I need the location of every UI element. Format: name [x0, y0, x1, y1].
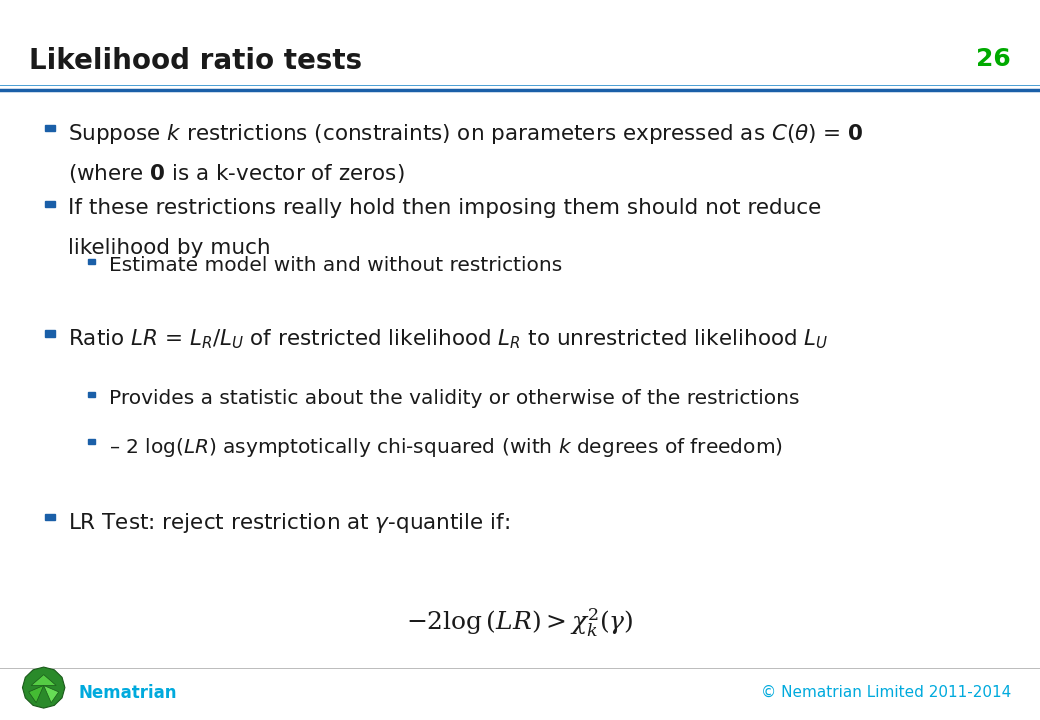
- Text: Suppose $k$ restrictions (constraints) on parameters expressed as $C(\theta)$ = : Suppose $k$ restrictions (constraints) o…: [68, 122, 863, 146]
- FancyBboxPatch shape: [46, 125, 55, 131]
- Text: Likelihood ratio tests: Likelihood ratio tests: [29, 47, 362, 75]
- Text: $-2\log\left(LR\right) > \chi^2_k\left(\gamma\right)$: $-2\log\left(LR\right) > \chi^2_k\left(\…: [407, 607, 633, 639]
- FancyBboxPatch shape: [46, 514, 55, 520]
- Text: likelihood by much: likelihood by much: [68, 238, 270, 258]
- Text: (where $\mathbf{0}$ is a k-vector of zeros): (where $\mathbf{0}$ is a k-vector of zer…: [68, 162, 405, 185]
- FancyBboxPatch shape: [46, 200, 55, 207]
- Polygon shape: [23, 667, 64, 708]
- Polygon shape: [31, 675, 56, 685]
- Text: – 2 log($LR$) asymptotically chi-squared (with $k$ degrees of freedom): – 2 log($LR$) asymptotically chi-squared…: [109, 436, 783, 459]
- Text: Estimate model with and without restrictions: Estimate model with and without restrict…: [109, 256, 563, 274]
- Text: 26: 26: [977, 47, 1011, 71]
- Text: If these restrictions really hold then imposing them should not reduce: If these restrictions really hold then i…: [68, 198, 821, 218]
- FancyBboxPatch shape: [46, 330, 55, 336]
- FancyBboxPatch shape: [87, 392, 96, 397]
- Polygon shape: [44, 685, 58, 703]
- Text: LR Test: reject restriction at $\gamma$-quantile if:: LR Test: reject restriction at $\gamma$-…: [68, 511, 510, 535]
- Text: Nematrian: Nematrian: [78, 684, 177, 701]
- Text: © Nematrian Limited 2011-2014: © Nematrian Limited 2011-2014: [760, 685, 1011, 700]
- Text: Provides a statistic about the validity or otherwise of the restrictions: Provides a statistic about the validity …: [109, 389, 800, 408]
- FancyBboxPatch shape: [87, 438, 96, 444]
- Text: Ratio $LR$ = $L_R$/$L_U$ of restricted likelihood $L_R$ to unrestricted likeliho: Ratio $LR$ = $L_R$/$L_U$ of restricted l…: [68, 328, 828, 351]
- FancyBboxPatch shape: [87, 258, 96, 264]
- Polygon shape: [29, 685, 44, 703]
